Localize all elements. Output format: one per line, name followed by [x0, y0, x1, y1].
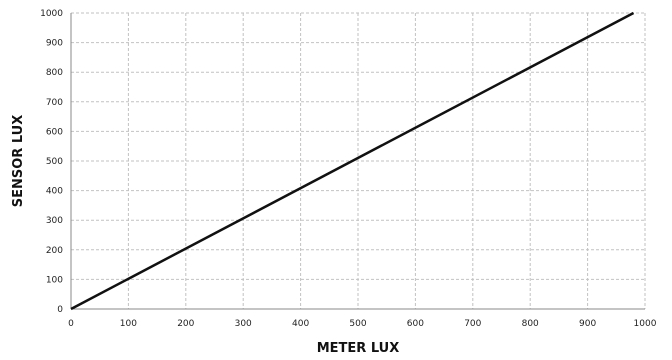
y-tick-label: 700: [46, 98, 63, 108]
x-tick-label: 100: [120, 319, 137, 329]
x-tick-label: 600: [407, 319, 424, 329]
y-tick-label: 900: [46, 39, 63, 49]
x-tick-label: 800: [522, 319, 539, 329]
x-tick-label: 700: [464, 319, 481, 329]
y-tick-label: 800: [46, 68, 63, 78]
x-tick-label: 900: [579, 319, 596, 329]
x-tick-label: 500: [349, 319, 366, 329]
x-tick-label: 1000: [634, 319, 657, 329]
y-tick-label: 300: [46, 216, 63, 226]
x-tick-label: 400: [292, 319, 309, 329]
y-axis-title: SENSOR LUX: [11, 115, 26, 207]
axes: [70, 13, 645, 310]
y-tick-label: 200: [46, 246, 63, 256]
x-tick-label: 200: [177, 319, 194, 329]
x-axis-title: METER LUX: [317, 341, 400, 356]
series: [70, 11, 635, 311]
grid: [70, 12, 646, 310]
series-line: [70, 11, 635, 311]
y-tick-label: 1000: [40, 9, 63, 19]
x-tick-label: 0: [68, 319, 74, 329]
y-tick-label: 0: [57, 305, 63, 315]
x-tick-labels: 0 100 200 300 400 500 600 700 800 900 1000: [68, 319, 657, 329]
y-tick-label: 600: [46, 127, 63, 137]
y-tick-label: 400: [46, 187, 63, 197]
y-tick-label: 100: [46, 275, 63, 285]
y-tick-label: 500: [46, 157, 63, 167]
x-tick-label: 300: [235, 319, 252, 329]
y-tick-labels: 0 100 200 300 400 500 600 700 800 900 1000: [40, 9, 63, 315]
